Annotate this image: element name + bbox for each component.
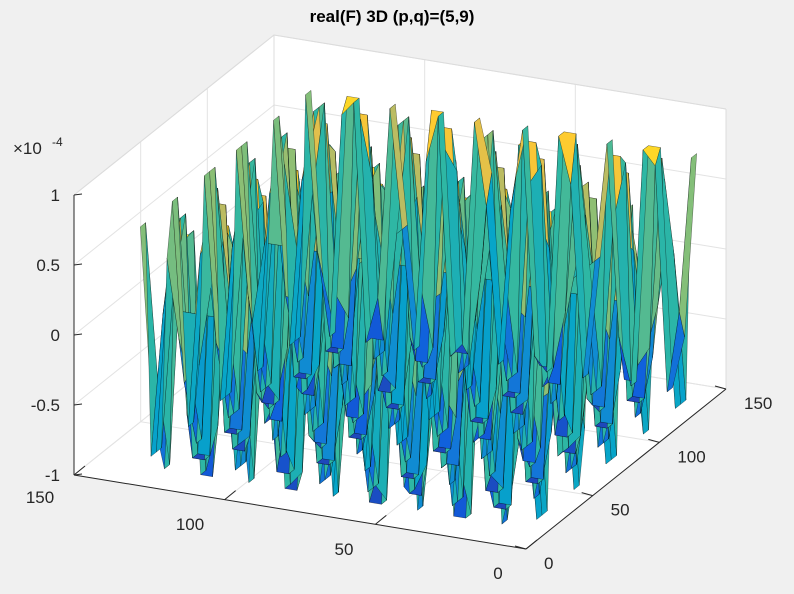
y-tick-mark xyxy=(714,385,727,390)
x-tick-label: 150 xyxy=(26,488,54,507)
x-axis-line xyxy=(73,474,527,550)
z-exponent-power: -4 xyxy=(52,135,63,149)
y-tick-mark xyxy=(514,545,527,550)
surface xyxy=(140,89,697,525)
y-tick-label: 150 xyxy=(744,394,772,413)
x-tick-mark xyxy=(375,514,387,525)
z-tick-mark xyxy=(73,333,83,336)
y-tick-label: 100 xyxy=(677,447,705,466)
z-tick-mark xyxy=(73,193,83,196)
tick-labels: -1 -0.5 0 0.5 1 0 50 100 150 0 50 100 150 xyxy=(26,186,773,583)
x-tick-label: 50 xyxy=(335,540,354,559)
x-tick-mark xyxy=(224,490,236,501)
z-exponent: ×10 -4 xyxy=(13,135,63,158)
y-tick-mark xyxy=(648,438,660,443)
z-tick-mark xyxy=(73,403,83,406)
z-tick-label: 0 xyxy=(51,326,60,345)
x-tick-label: 100 xyxy=(176,515,204,534)
z-tick-mark xyxy=(73,473,83,476)
x-tick-label: 0 xyxy=(493,564,502,583)
y-tick-label: 50 xyxy=(611,501,630,520)
x-tick-mark xyxy=(525,539,538,550)
y-tick-label: 0 xyxy=(544,554,553,573)
chart-title: real(F) 3D (p,q)=(5,9) xyxy=(310,7,475,26)
z-exponent-base: ×10 xyxy=(13,139,42,158)
z-tick-label: -0.5 xyxy=(31,396,60,415)
surface-patch xyxy=(679,153,697,337)
z-tick-label: 1 xyxy=(51,186,60,205)
x-tick-mark xyxy=(73,465,86,476)
z-tick-label: 0.5 xyxy=(36,256,60,275)
y-axis-line xyxy=(525,388,727,550)
z-tick-label: -1 xyxy=(45,466,60,485)
y-tick-mark xyxy=(581,492,593,497)
z-tick-mark xyxy=(73,263,83,266)
